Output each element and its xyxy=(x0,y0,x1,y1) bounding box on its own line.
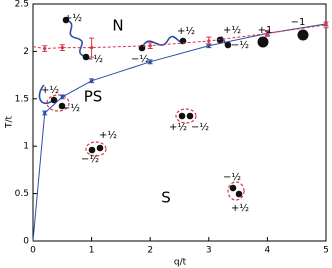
y-tick-label: 2.5 xyxy=(15,0,29,10)
spin-label: +½ xyxy=(99,129,117,141)
y-tick-label: 0.5 xyxy=(15,189,29,199)
particle xyxy=(96,144,104,152)
particle xyxy=(58,102,66,110)
plot-frame xyxy=(32,3,327,242)
spin-label: +½ xyxy=(223,24,241,36)
series-line xyxy=(32,24,327,50)
y-tick-label: 1.5 xyxy=(15,94,29,104)
spin-label: +½ xyxy=(169,121,187,133)
y-tick-label: 1 xyxy=(23,142,29,152)
spin-label: +½ xyxy=(177,25,195,37)
point xyxy=(43,46,47,51)
point xyxy=(90,79,94,83)
particle xyxy=(50,96,58,104)
spin-label: −½ xyxy=(223,171,241,183)
string xyxy=(65,19,87,58)
y-tick-label: 2 xyxy=(23,47,29,57)
y-axis-label: T/t xyxy=(5,116,15,130)
spin-label: −½ xyxy=(81,153,99,165)
spin-label: −1 xyxy=(291,17,306,28)
y-tick-label: 0 xyxy=(23,237,29,247)
particle xyxy=(62,16,70,24)
series-line xyxy=(32,23,327,242)
particle xyxy=(178,112,186,120)
particle xyxy=(82,53,90,61)
string xyxy=(38,84,55,105)
x-tick-label: 1 xyxy=(89,246,95,256)
point xyxy=(148,60,152,64)
x-tick-label: 5 xyxy=(323,246,329,256)
spin-label: −½ xyxy=(231,39,249,51)
x-tick-label: 2 xyxy=(147,246,153,256)
spin-label: +½ xyxy=(231,202,249,214)
particle xyxy=(229,184,237,192)
point xyxy=(90,46,94,50)
point xyxy=(60,46,64,50)
x-tick-label: 0 xyxy=(30,246,36,256)
spin-label: −½ xyxy=(85,53,103,65)
point xyxy=(265,31,269,35)
spin-label: +½ xyxy=(41,84,59,96)
spin-label: +½ xyxy=(64,12,82,24)
particle xyxy=(235,190,243,198)
pair-ring xyxy=(175,108,197,124)
region-label: S xyxy=(161,189,171,207)
x-tick-label: 4 xyxy=(265,246,271,256)
spin-label: −½ xyxy=(191,121,209,133)
spin-label: −½ xyxy=(62,102,80,114)
pair-ring xyxy=(227,181,245,201)
particle xyxy=(186,112,194,120)
particle xyxy=(297,29,309,41)
point xyxy=(148,44,152,48)
point xyxy=(324,23,328,27)
pair-ring xyxy=(85,141,107,157)
particle xyxy=(88,146,96,154)
region-label: PS xyxy=(84,88,103,106)
x-tick-label: 3 xyxy=(206,246,212,256)
point xyxy=(207,39,211,43)
particle xyxy=(257,36,269,48)
point xyxy=(60,95,64,99)
region-label: N xyxy=(112,17,123,35)
string xyxy=(141,35,184,49)
x-axis-label: q/t xyxy=(174,258,187,268)
particle xyxy=(224,41,232,49)
spin-label: +1 xyxy=(258,25,273,36)
pair-ring xyxy=(46,94,70,112)
spin-label: −½ xyxy=(131,53,149,65)
point xyxy=(43,111,47,115)
